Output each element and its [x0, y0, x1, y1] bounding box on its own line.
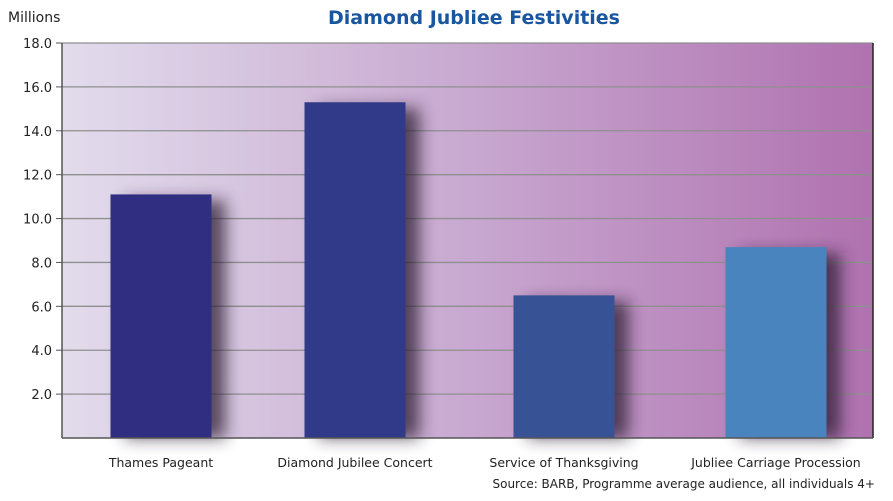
y-tick-label: 6.0 [31, 300, 52, 315]
bar [110, 194, 212, 438]
y-tick-label: 4.0 [31, 344, 52, 359]
y-tick-label: 8.0 [31, 256, 52, 271]
y-axis-label: Millions [8, 10, 60, 26]
bar [304, 102, 406, 438]
y-tick-label: 14.0 [23, 125, 52, 140]
x-tick-label: Jubliee Carriage Procession [690, 455, 860, 470]
y-tick-label: 12.0 [23, 169, 52, 184]
y-tick-label: 2.0 [31, 388, 52, 403]
x-tick-label: Thames Pageant [108, 455, 213, 470]
chart-title: Diamond Jubliee Festivities [328, 7, 620, 29]
y-tick-label: 18.0 [23, 37, 52, 52]
bar [725, 247, 827, 438]
bar [513, 295, 615, 438]
source-note: Source: BARB, Programme average audience… [492, 477, 875, 491]
y-tick-label: 16.0 [23, 81, 52, 96]
x-tick-label: Diamond Jubilee Concert [277, 455, 432, 470]
x-tick-label: Service of Thanksgiving [489, 455, 638, 470]
y-tick-label: 10.0 [23, 213, 52, 228]
